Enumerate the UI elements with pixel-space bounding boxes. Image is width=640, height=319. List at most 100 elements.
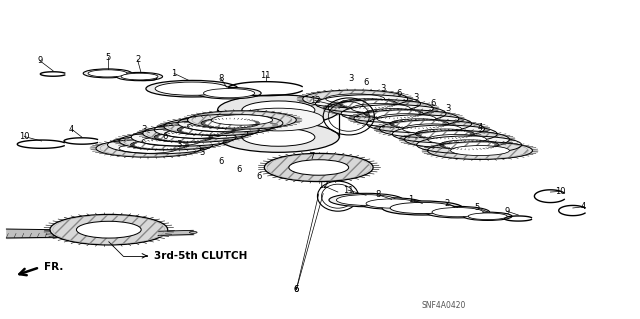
Text: 9: 9 [504,207,509,216]
Ellipse shape [143,124,248,142]
Ellipse shape [339,99,397,109]
Ellipse shape [392,125,497,143]
Ellipse shape [303,90,408,108]
Ellipse shape [119,143,178,153]
Text: 9: 9 [37,56,42,65]
Ellipse shape [242,101,315,119]
Ellipse shape [218,95,339,125]
Text: 3: 3 [141,125,147,134]
Ellipse shape [242,128,315,146]
Text: 6: 6 [430,99,435,108]
Text: 4: 4 [477,123,483,132]
Ellipse shape [428,142,532,160]
Text: 6: 6 [294,285,299,294]
Ellipse shape [197,87,261,99]
Ellipse shape [131,140,189,150]
Ellipse shape [316,95,420,113]
Text: 10: 10 [19,132,29,141]
Ellipse shape [390,119,449,129]
Ellipse shape [204,89,255,98]
Text: 5: 5 [105,53,110,62]
Ellipse shape [354,110,459,128]
Text: 3: 3 [348,74,353,83]
Text: 4: 4 [69,125,74,134]
Ellipse shape [432,208,483,217]
Text: 3: 3 [177,140,182,149]
Ellipse shape [146,80,238,97]
Text: 3rd-5th CLUTCH: 3rd-5th CLUTCH [154,251,247,262]
Ellipse shape [404,130,509,148]
Text: 3: 3 [445,104,451,113]
Text: 5: 5 [474,203,479,212]
Text: 10: 10 [555,187,565,196]
Text: 6: 6 [294,285,299,294]
Ellipse shape [142,136,201,146]
Text: 8: 8 [218,74,223,83]
Ellipse shape [360,198,424,209]
Ellipse shape [154,132,213,142]
Ellipse shape [76,221,141,238]
Ellipse shape [351,103,410,114]
Ellipse shape [218,122,339,152]
Ellipse shape [440,140,499,150]
Text: 6: 6 [364,78,369,87]
Text: 6: 6 [397,89,402,98]
Ellipse shape [341,105,446,122]
Ellipse shape [364,108,423,119]
Ellipse shape [119,132,224,150]
Ellipse shape [382,201,463,215]
Text: 3: 3 [200,148,205,157]
Text: 12: 12 [310,96,320,105]
Ellipse shape [366,199,417,208]
Text: SNF4A0420: SNF4A0420 [421,301,465,310]
Text: 3: 3 [380,84,385,93]
Text: 4: 4 [581,202,586,211]
Text: 12: 12 [318,181,328,190]
Ellipse shape [88,70,127,77]
Ellipse shape [131,128,236,146]
Text: 6: 6 [218,157,223,166]
Ellipse shape [377,114,436,124]
Text: FR.: FR. [44,262,63,272]
Ellipse shape [154,121,259,139]
Ellipse shape [289,160,349,175]
Text: 6: 6 [257,172,262,181]
Text: 2: 2 [135,56,140,64]
Ellipse shape [468,213,507,219]
Ellipse shape [83,69,132,78]
Ellipse shape [329,193,403,207]
Ellipse shape [178,114,283,132]
Ellipse shape [264,153,373,182]
Ellipse shape [121,73,158,80]
Text: 11: 11 [343,186,353,195]
Text: 6: 6 [237,165,242,174]
Text: 3: 3 [413,93,419,102]
Ellipse shape [380,120,484,138]
Text: 1: 1 [172,69,177,78]
Ellipse shape [415,129,474,139]
Ellipse shape [177,125,236,135]
Ellipse shape [164,117,273,136]
Ellipse shape [155,82,229,95]
Text: 7: 7 [310,152,315,161]
Ellipse shape [50,214,168,245]
Ellipse shape [451,145,509,156]
Text: 1: 1 [408,195,413,204]
Text: 11: 11 [260,71,271,80]
Ellipse shape [188,111,296,129]
Ellipse shape [403,124,461,134]
Ellipse shape [328,100,433,117]
Ellipse shape [96,139,201,157]
Text: 2: 2 [444,199,449,208]
Ellipse shape [326,94,385,104]
Ellipse shape [211,115,273,125]
Ellipse shape [188,121,249,131]
Ellipse shape [116,72,163,81]
Ellipse shape [367,115,472,133]
Text: 6: 6 [163,132,168,141]
Ellipse shape [189,232,197,234]
Ellipse shape [463,212,512,220]
Ellipse shape [337,195,396,205]
Ellipse shape [417,136,522,154]
Ellipse shape [201,118,260,128]
